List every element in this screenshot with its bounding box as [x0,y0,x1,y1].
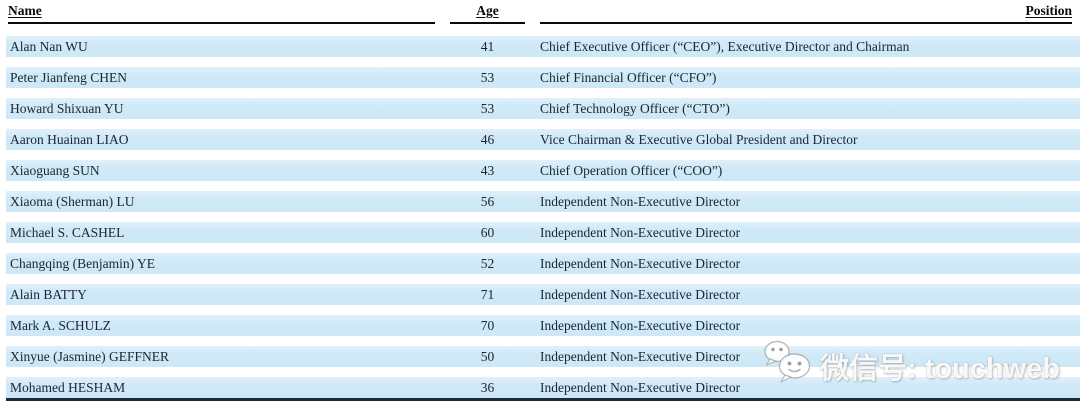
row-age: 53 [480,101,495,116]
row-name: Xiaoma (Sherman) LU [10,194,135,209]
row-name: Mohamed HESHAM [10,380,126,395]
row-name: Michael S. CASHEL [10,225,125,240]
row-position: Chief Financial Officer (“CFO”) [540,70,717,85]
row-position: Independent Non-Executive Director [540,256,741,271]
row-age: 43 [480,163,495,178]
column-header-position: Position [540,3,1072,24]
row-position: Independent Non-Executive Director [540,349,741,364]
row-age: 50 [480,349,495,364]
row-age: 70 [480,318,495,333]
row-age: 41 [480,39,495,54]
row-name: Alain BATTY [10,287,87,302]
row-name: Xiaoguang SUN [10,163,100,178]
row-age: 71 [480,287,495,302]
table-body: Alan Nan WU 41 Chief Executive Officer (“C… [0,36,1080,398]
row-name: Howard Shixuan YU [10,101,124,116]
table-row: Alain BATTY 71 Independent Non-Executive D… [6,284,1080,305]
row-name: Changqing (Benjamin) YE [10,256,155,271]
row-position: Independent Non-Executive Director [540,225,741,240]
table-row: Peter Jianfeng CHEN 53 Chief Financial Off… [6,67,1080,88]
row-position: Chief Executive Officer (“CEO”), Executi… [540,39,910,54]
row-name: Mark A. SCHULZ [10,318,111,333]
row-name: Peter Jianfeng CHEN [10,70,127,85]
row-name: Xinyue (Jasmine) GEFFNER [10,349,169,364]
column-header-age: Age [450,3,525,24]
table-row: Aaron Huainan LIAO 46 Vice Chairman & Exec… [6,129,1080,150]
row-age: 56 [480,194,495,209]
column-header-name-label: Name [8,3,42,18]
row-name: Alan Nan WU [10,39,88,54]
row-age: 36 [480,380,495,395]
table-row: Alan Nan WU 41 Chief Executive Officer (“C… [6,36,1080,57]
row-position: Vice Chairman & Executive Global Preside… [540,132,858,147]
column-header-name: Name [8,3,435,24]
row-age: 46 [480,132,495,147]
table-row: Michael S. CASHEL 60 Independent Non-Execu… [6,222,1080,243]
table-row: Xiaoma (Sherman) LU 56 Independent Non-Exe… [6,191,1080,212]
row-position: Independent Non-Executive Director [540,194,741,209]
row-position: Independent Non-Executive Director [540,318,741,333]
table-row: Xiaoguang SUN 43 Chief Operation Officer (… [6,160,1080,181]
table-row: Howard Shixuan YU 53 Chief Technology Offi… [6,98,1080,119]
table-bottom-rule [6,398,1080,401]
table-row: Xinyue (Jasmine) GEFFNER 50 Independent No… [6,346,1080,367]
row-position: Independent Non-Executive Director [540,380,741,395]
table-row: Mohamed HESHAM 36 Independent Non-Executiv… [6,377,1080,398]
table-row: Changqing (Benjamin) YE 52 Independent Non… [6,253,1080,274]
row-age: 53 [480,70,495,85]
row-position: Chief Operation Officer (“COO”) [540,163,723,178]
column-header-age-label: Age [476,3,499,18]
table-row: Mark A. SCHULZ 70 Independent Non-Executiv… [6,315,1080,336]
row-name: Aaron Huainan LIAO [10,132,129,147]
row-age: 52 [480,256,495,271]
row-position: Independent Non-Executive Director [540,287,741,302]
column-header-position-label: Position [1025,3,1072,18]
row-age: 60 [480,225,495,240]
table-header: Name Age Position [8,3,1072,24]
row-position: Chief Technology Officer (“CTO”) [540,101,730,116]
